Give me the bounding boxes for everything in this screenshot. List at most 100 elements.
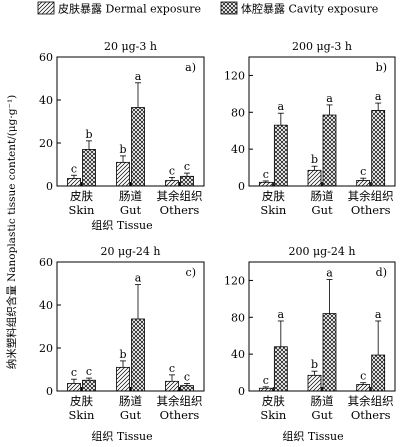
legend: 皮肤暴露 Dermal exposure 体腔暴露 Cavity exposur… bbox=[37, 1, 378, 16]
significance-letter: a bbox=[326, 92, 333, 105]
bar-cavity bbox=[322, 313, 337, 392]
panels: 20 μg-3 ha)0204060皮肤Skincb肠道Gutba其余组织Oth… bbox=[39, 40, 396, 422]
x-tick-label: 皮肤 bbox=[262, 394, 285, 408]
x-tick-label: 皮肤 bbox=[70, 189, 93, 203]
x-tick-label: Skin bbox=[69, 408, 96, 422]
significance-letter: c bbox=[169, 164, 175, 177]
significance-letter: c bbox=[86, 365, 92, 378]
y-tick-label: 40 bbox=[39, 299, 53, 312]
significance-letter: c bbox=[184, 160, 190, 173]
bar-cavity bbox=[322, 114, 337, 187]
legend-label-dermal: 皮肤暴露 Dermal exposure bbox=[58, 2, 201, 16]
panel-letter: c) bbox=[186, 266, 196, 279]
x-tick-label: Skin bbox=[260, 408, 287, 422]
bar-cavity bbox=[82, 149, 96, 187]
legend-swatch-cavity bbox=[220, 1, 238, 15]
bar-dermal bbox=[307, 169, 322, 187]
x-tick-label: 其余组织 bbox=[157, 189, 203, 203]
bar-cavity bbox=[131, 107, 145, 187]
x-tick-label: Gut bbox=[311, 408, 333, 422]
bar-dermal bbox=[116, 161, 130, 187]
significance-letter: b bbox=[119, 143, 126, 156]
bar-cavity bbox=[82, 379, 96, 392]
bar-dermal bbox=[116, 366, 130, 392]
panel-title: 20 μg-3 h bbox=[104, 40, 157, 53]
y-tick-label: 20 bbox=[39, 137, 53, 150]
y-tick-label: 60 bbox=[39, 256, 53, 269]
x-tick-label: Others bbox=[351, 408, 391, 422]
panel-letter: b) bbox=[376, 61, 387, 74]
bar-dermal bbox=[165, 180, 179, 187]
bar-dermal bbox=[258, 387, 273, 392]
bar-dermal bbox=[356, 384, 371, 392]
x-tick-label: 其余组织 bbox=[348, 394, 394, 408]
x-tick-label: 肠道 bbox=[119, 189, 142, 203]
y-tick-label: 80 bbox=[231, 106, 245, 119]
y-tick-label: 0 bbox=[238, 385, 245, 398]
significance-letter: c bbox=[360, 370, 366, 383]
significance-letter: c bbox=[71, 162, 77, 175]
x-tick-label: 肠道 bbox=[311, 394, 334, 408]
significance-letter: a bbox=[135, 70, 142, 83]
significance-letter: a bbox=[278, 100, 285, 113]
x-tick-label: Skin bbox=[69, 203, 96, 217]
x-tick-label: Gut bbox=[120, 203, 142, 217]
significance-letter: a bbox=[278, 308, 285, 321]
significance-letter: a bbox=[375, 90, 382, 103]
y-tick-label: 20 bbox=[39, 342, 53, 355]
significance-letter: c bbox=[263, 374, 269, 387]
y-tick-label: 40 bbox=[231, 348, 245, 361]
y-tick-label: 60 bbox=[39, 51, 53, 64]
bar-cavity bbox=[180, 175, 194, 187]
significance-letter: a bbox=[375, 308, 382, 321]
bar-dermal bbox=[67, 178, 81, 187]
x-axis-label-a: 组织 Tissue bbox=[91, 218, 152, 232]
y-tick-label: 40 bbox=[39, 94, 53, 107]
y-tick-label: 0 bbox=[46, 180, 53, 193]
significance-letter: a bbox=[135, 272, 142, 285]
legend-swatch-dermal bbox=[37, 1, 55, 15]
significance-letter: b bbox=[119, 348, 126, 361]
panel-letter: a) bbox=[185, 61, 196, 74]
bar-cavity bbox=[131, 318, 145, 392]
x-tick-label: 皮肤 bbox=[70, 394, 93, 408]
significance-letter: c bbox=[169, 362, 175, 375]
x-tick-label: Others bbox=[160, 203, 200, 217]
bar-cavity bbox=[273, 124, 288, 187]
bar-dermal bbox=[258, 181, 273, 187]
legend-label-cavity: 体腔暴露 Cavity exposure bbox=[241, 2, 378, 16]
significance-letter: c bbox=[184, 370, 190, 383]
bar-dermal bbox=[67, 383, 81, 392]
significance-letter: a bbox=[326, 267, 333, 280]
y-tick-label: 80 bbox=[231, 311, 245, 324]
panel-letter: d) bbox=[376, 266, 387, 279]
bar-cavity bbox=[371, 110, 386, 187]
significance-letter: c bbox=[360, 165, 366, 178]
bar-dermal bbox=[356, 180, 371, 187]
bar-cavity bbox=[180, 385, 194, 392]
x-tick-label: Others bbox=[160, 408, 200, 422]
panel-title: 200 μg-24 h bbox=[289, 245, 356, 258]
plot-frame bbox=[56, 261, 205, 392]
y-tick-label: 120 bbox=[224, 69, 245, 82]
x-tick-label: Gut bbox=[311, 203, 333, 217]
significance-letter: c bbox=[263, 168, 269, 181]
y-tick-label: 40 bbox=[231, 143, 245, 156]
panel-title: 200 μg-3 h bbox=[292, 40, 352, 53]
y-axis-label: 纳米塑料组织含量 Nanoplastic tissue content/(μg·… bbox=[5, 95, 18, 370]
x-axis-label-c: 组织 Tissue bbox=[91, 429, 152, 443]
panel-title: 20 μg-24 h bbox=[101, 245, 161, 258]
x-tick-label: Gut bbox=[120, 408, 142, 422]
significance-letter: b bbox=[311, 153, 318, 166]
x-tick-label: Others bbox=[351, 203, 391, 217]
bar-cavity bbox=[371, 354, 386, 392]
bar-dermal bbox=[307, 374, 322, 392]
significance-letter: c bbox=[71, 366, 77, 379]
x-tick-label: 肠道 bbox=[311, 189, 334, 203]
x-tick-label: 其余组织 bbox=[348, 189, 394, 203]
y-tick-label: 120 bbox=[224, 274, 245, 287]
bar-dermal bbox=[165, 380, 179, 392]
